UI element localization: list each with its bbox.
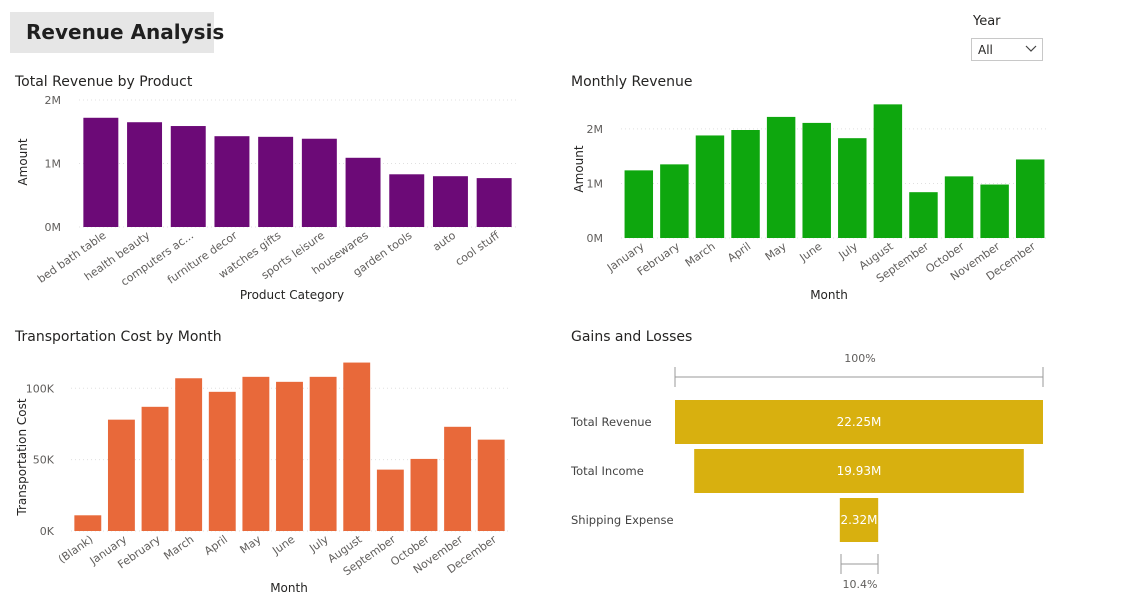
- chart-title: Monthly Revenue: [571, 74, 692, 90]
- x-tick-label: July: [836, 240, 861, 263]
- total-revenue-by-product-chart[interactable]: Total Revenue by Product Product Categor…: [0, 66, 540, 316]
- y-tick-label: 2M: [45, 94, 62, 107]
- x-tick-label: May: [238, 533, 264, 557]
- year-slicer-label: Year: [973, 14, 1001, 29]
- bar[interactable]: [624, 170, 654, 238]
- bar[interactable]: [276, 381, 303, 531]
- funnel-category-label: Total Revenue: [570, 415, 652, 429]
- funnel-bar[interactable]: [675, 400, 1043, 444]
- funnel-bar[interactable]: [839, 498, 879, 542]
- x-tick-label: auto: [430, 229, 458, 254]
- bar[interactable]: [1015, 159, 1045, 238]
- y-tick-label: 1M: [45, 158, 62, 171]
- bar[interactable]: [343, 362, 371, 531]
- bar[interactable]: [444, 426, 472, 531]
- chart-title: Transportation Cost by Month: [14, 329, 222, 345]
- bar[interactable]: [141, 406, 169, 531]
- y-tick-label: 0K: [40, 525, 55, 538]
- bar[interactable]: [476, 178, 512, 227]
- y-axis-title: Transportation Cost: [15, 398, 29, 516]
- x-tick-label: July: [306, 533, 331, 556]
- y-tick-label: 100K: [26, 382, 55, 395]
- y-axis-title: Amount: [16, 138, 30, 185]
- x-tick-label: May: [763, 240, 789, 264]
- bar[interactable]: [410, 458, 438, 531]
- bar[interactable]: [242, 376, 270, 531]
- monthly-revenue-chart[interactable]: Monthly Revenue Month Amount JanuaryFebr…: [560, 66, 1120, 316]
- bar[interactable]: [345, 157, 381, 227]
- y-tick-label: 50K: [33, 454, 55, 467]
- bar[interactable]: [980, 184, 1009, 238]
- year-slicer-value: All: [978, 43, 993, 57]
- funnel-value-label: 19.93M: [837, 464, 882, 478]
- bar[interactable]: [376, 469, 404, 531]
- bar[interactable]: [802, 122, 831, 238]
- x-tick-label: April: [725, 240, 753, 265]
- transportation-cost-by-month-chart[interactable]: Transportation Cost by Month Month Trans…: [0, 321, 540, 604]
- top-percent-label: 100%: [844, 352, 875, 365]
- funnel-bar[interactable]: [694, 449, 1024, 493]
- bar[interactable]: [477, 439, 505, 531]
- bar[interactable]: [432, 176, 468, 227]
- x-tick-label: April: [202, 533, 230, 558]
- bottom-percent-label: 10.4%: [843, 578, 878, 591]
- bar[interactable]: [74, 515, 102, 531]
- bar[interactable]: [731, 130, 760, 238]
- x-tick-label: cool stuff: [453, 229, 502, 269]
- bar[interactable]: [660, 164, 689, 238]
- bar[interactable]: [909, 192, 938, 238]
- y-tick-label: 1M: [587, 177, 604, 190]
- y-tick-label: 0M: [45, 221, 62, 234]
- bar[interactable]: [258, 136, 294, 227]
- bar[interactable]: [107, 419, 135, 531]
- top-percent-bracket: [674, 367, 1044, 387]
- y-axis-title: Amount: [572, 145, 586, 192]
- bar[interactable]: [127, 122, 163, 227]
- bar[interactable]: [309, 376, 337, 531]
- funnel-category-label: Shipping Expense: [571, 513, 674, 527]
- x-tick-label: June: [269, 533, 297, 558]
- bar[interactable]: [301, 138, 337, 227]
- x-axis-title: Product Category: [240, 288, 344, 302]
- report-title-box: Revenue Analysis: [10, 12, 224, 53]
- x-axis-title: Month: [270, 581, 308, 595]
- chart-title: Gains and Losses: [571, 329, 692, 345]
- chart-title: Total Revenue by Product: [14, 74, 193, 90]
- gains-and-losses-funnel-chart[interactable]: Gains and Losses 100% Total Revenue 22.25…: [560, 321, 1120, 604]
- bar[interactable]: [944, 176, 974, 238]
- bar[interactable]: [838, 138, 867, 238]
- bar[interactable]: [83, 117, 119, 227]
- bar[interactable]: [766, 116, 796, 238]
- y-tick-label: 2M: [587, 123, 604, 136]
- year-slicer-dropdown[interactable]: All: [971, 38, 1043, 61]
- x-axis-title: Month: [810, 288, 848, 302]
- bottom-percent-bracket: [840, 554, 879, 574]
- bar[interactable]: [208, 391, 236, 531]
- funnel-value-label: 22.25M: [837, 415, 882, 429]
- chevron-down-icon: [1025, 45, 1037, 52]
- report-title: Revenue Analysis: [26, 20, 225, 44]
- bar[interactable]: [695, 135, 725, 238]
- funnel-category-label: Total Income: [570, 464, 644, 478]
- x-tick-label: June: [797, 240, 825, 265]
- bar[interactable]: [389, 174, 425, 227]
- y-tick-label: 0M: [587, 232, 604, 245]
- bar[interactable]: [873, 104, 903, 238]
- bar[interactable]: [175, 378, 203, 531]
- bar[interactable]: [214, 136, 250, 227]
- x-tick-label: computers ac...: [118, 229, 196, 289]
- funnel-value-label: 2.32M: [840, 513, 877, 527]
- x-tick-label: March: [683, 240, 718, 270]
- bar[interactable]: [170, 126, 206, 227]
- x-tick-label: March: [161, 533, 196, 563]
